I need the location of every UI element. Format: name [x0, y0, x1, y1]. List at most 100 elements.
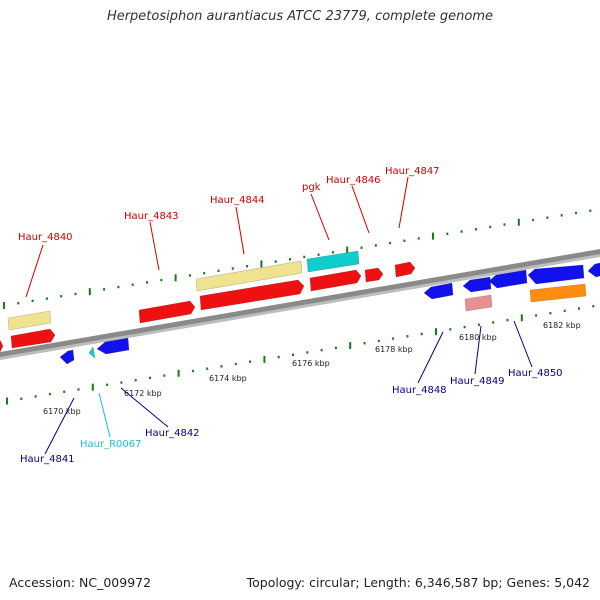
scale-minor-tick [149, 376, 151, 380]
gene-label-haur-4846[interactable]: Haur_4846 [326, 175, 381, 186]
genome-stats-text: Topology: circular; Length: 6,346,587 bp… [246, 575, 590, 590]
gene-haur-4843-cds[interactable] [138, 300, 196, 324]
gene-label-haur-4841[interactable]: Haur_4841 [20, 454, 75, 465]
scale-minor-tick [134, 379, 137, 382]
upper-scale-track [3, 209, 592, 310]
scale-minor-tick [48, 392, 51, 396]
scale-minor-tick [417, 237, 420, 240]
gene-haur-4850-feature[interactable] [529, 283, 587, 303]
ruler-label-6170: 6170 kbp [43, 407, 81, 416]
scale-minor-tick [131, 283, 134, 286]
map-title: Herpetosiphon aurantiacus ATCC 23779, co… [106, 9, 494, 24]
genome-backbone [0, 249, 600, 357]
scale-minor-tick [560, 214, 563, 217]
gene-haur-r0067-rna[interactable] [88, 346, 96, 359]
gene-label-haur-4850[interactable]: Haur_4850 [508, 368, 563, 379]
scale-minor-tick [374, 244, 377, 247]
scale-minor-tick [489, 225, 492, 229]
scale-major-tick [432, 232, 434, 240]
gene-label-haur-4843[interactable]: Haur_4843 [124, 211, 179, 222]
scale-minor-tick [331, 251, 334, 254]
gene-pgk-rna[interactable] [306, 250, 360, 273]
scale-minor-tick [535, 314, 538, 317]
scale-major-tick [346, 246, 349, 254]
gene-haur-4840-pseudo[interactable] [7, 310, 52, 331]
gene-right-edge-cds[interactable] [587, 262, 600, 278]
gene-label-haur-4847[interactable]: Haur_4847 [385, 166, 440, 177]
gene-haur-4841-cds[interactable] [59, 349, 75, 365]
scale-minor-tick [403, 239, 406, 242]
scale-minor-tick [106, 383, 109, 387]
ruler-labels: 6170 kbp 6172 kbp 6174 kbp 6176 kbp 6178… [43, 321, 581, 416]
lower-scale-track [6, 305, 595, 405]
leader-line-haur-4850 [513, 320, 533, 368]
scale-minor-tick [575, 211, 577, 215]
gene-label-haur-4844[interactable]: Haur_4844 [210, 195, 265, 206]
gene-left-edge-cds[interactable] [0, 339, 4, 353]
scale-minor-tick [203, 271, 206, 275]
gene-label-pgk[interactable]: pgk [302, 182, 321, 193]
scale-minor-tick [77, 388, 80, 391]
scale-minor-tick [188, 274, 191, 277]
scale-major-tick [520, 314, 523, 322]
scale-major-tick [174, 274, 177, 282]
scale-minor-tick [563, 309, 566, 313]
gene-haur-4850-cds[interactable] [527, 264, 585, 285]
scale-minor-tick [34, 395, 37, 398]
scale-minor-tick [31, 299, 34, 303]
scale-minor-tick [292, 353, 294, 356]
scale-minor-tick [220, 365, 223, 368]
scale-minor-tick [532, 218, 535, 222]
scale-minor-tick [103, 288, 106, 291]
scale-major-tick [517, 218, 520, 226]
scale-major-tick [177, 369, 180, 377]
scale-minor-tick [231, 267, 234, 270]
leader-line-haur-4844 [235, 206, 245, 255]
scale-major-tick [3, 302, 5, 310]
scale-minor-tick [277, 355, 280, 359]
scale-minor-tick [463, 325, 466, 329]
gene-label-haur-4842[interactable]: Haur_4842 [145, 428, 200, 439]
ruler-label-6176: 6176 kbp [292, 359, 330, 368]
scale-minor-tick [60, 295, 63, 298]
scale-minor-tick [306, 351, 309, 354]
scale-minor-tick [274, 260, 277, 263]
gene-label-haur-4848[interactable]: Haur_4848 [392, 385, 447, 396]
scale-major-tick [260, 260, 263, 268]
ruler-label-6180: 6180 kbp [459, 333, 497, 342]
gene-label-haur-4840[interactable]: Haur_4840 [18, 232, 73, 243]
gene-haur-4840-cds[interactable] [10, 328, 56, 349]
scale-minor-tick [389, 241, 392, 245]
leader-line-haur-4847 [398, 176, 409, 229]
lower-feature-track [59, 262, 600, 365]
scale-minor-tick [360, 246, 363, 249]
gene-haur-4849-pseudo[interactable] [464, 294, 493, 312]
gene-haur-4844-cds[interactable] [199, 279, 305, 311]
scale-minor-tick [191, 369, 194, 373]
gene-label-haur-r0067[interactable]: Haur_R0067 [80, 439, 142, 450]
leader-line-haur-4849 [474, 325, 482, 375]
gene-haur-4849-cds[interactable] [462, 276, 492, 293]
gene-haur-4848-cds[interactable] [423, 282, 454, 300]
gene-pgk-cds[interactable] [309, 269, 362, 292]
scale-minor-tick [449, 328, 452, 331]
gene-haur-4847-cds[interactable] [394, 261, 416, 278]
scale-minor-tick [206, 367, 209, 370]
scale-minor-tick [163, 374, 166, 377]
scale-minor-tick [492, 321, 495, 324]
scale-minor-tick [160, 278, 163, 282]
bottom-gene-labels: Haur_4841 Haur_R0067 Haur_4842 Haur_4848… [20, 368, 563, 465]
scale-minor-tick [146, 281, 148, 284]
gene-label-haur-4849[interactable]: Haur_4849 [450, 376, 505, 387]
upper-feature-track [0, 250, 416, 353]
gene-haur-4846-cds[interactable] [364, 267, 384, 283]
gene-haur-4844-pseudo[interactable] [195, 260, 303, 292]
gene-haur-4849b-cds[interactable] [488, 269, 528, 289]
scale-minor-tick [20, 397, 23, 400]
scale-minor-tick [289, 258, 291, 261]
scale-minor-tick [392, 337, 395, 340]
scale-minor-tick [217, 269, 220, 273]
gene-haur-4842-cds[interactable] [96, 337, 130, 355]
